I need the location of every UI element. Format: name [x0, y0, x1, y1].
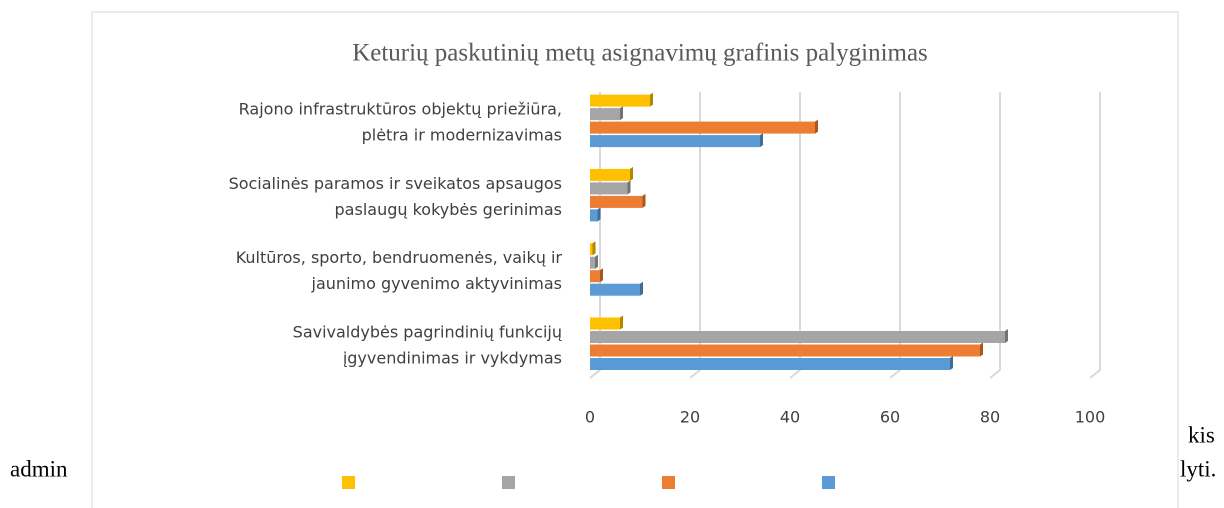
x-tick-label: 80 [980, 408, 1000, 427]
bar-side [815, 119, 818, 134]
bar [590, 331, 1005, 343]
category-label: jaunimo gyvenimo aktyvinimas [311, 274, 562, 293]
x-tick-label: 100 [1075, 408, 1106, 427]
bar-side [595, 254, 598, 269]
chart-title: Keturių paskutinių metų asignavimų grafi… [352, 40, 928, 67]
category-label: Savivaldybės pagrindinių funkcijų [293, 323, 562, 342]
axis-line [589, 369, 601, 379]
bar [590, 209, 598, 222]
bar-side [630, 166, 633, 181]
legend-marker [822, 476, 835, 489]
category-label: Kultūros, sporto, bendruomenės, vaikų ir [236, 248, 563, 267]
bar [590, 195, 643, 208]
bar [590, 317, 620, 330]
bar-side [650, 92, 653, 107]
legend-marker [342, 476, 355, 489]
category-label: įgyvendinimas ir vykdymas [343, 349, 562, 368]
bar-side [600, 268, 603, 283]
bar [590, 344, 980, 357]
bar [590, 121, 815, 134]
bar [590, 243, 593, 256]
legend-marker [502, 476, 515, 489]
bar-side [980, 342, 983, 357]
bar [590, 108, 620, 121]
bar [590, 168, 630, 181]
grid-line [1089, 92, 1101, 379]
category-label: Rajono infrastruktūros objektų priežiūra… [239, 100, 562, 119]
category-label: paslaugų kokybės gerinimas [335, 200, 562, 219]
bar-side [620, 315, 623, 330]
bar [590, 182, 628, 195]
x-tick-label: 40 [780, 408, 800, 427]
bar-side [642, 193, 646, 208]
doc-text: admin [10, 456, 68, 481]
x-tick-label: 20 [680, 408, 700, 427]
x-tick-label: 60 [880, 408, 900, 427]
x-tick-label: 0 [585, 408, 595, 427]
bar [590, 283, 640, 296]
bar [590, 94, 650, 107]
bar-side [1005, 329, 1008, 343]
bar-side [760, 133, 763, 148]
bar [590, 135, 760, 148]
bar-side [597, 207, 601, 222]
bar-side [640, 281, 643, 296]
bar-side [627, 180, 631, 195]
bar-side [592, 241, 596, 256]
category-label: Socialinės paramos ir sveikatos apsaugos [229, 174, 562, 193]
grid-line [989, 92, 1001, 379]
bar-side [620, 106, 623, 121]
category-label: plėtra ir modernizavimas [362, 126, 562, 145]
legend-marker [662, 476, 675, 489]
bar [590, 256, 595, 269]
bar [590, 358, 950, 370]
bar [590, 270, 600, 283]
doc-text: kis [1188, 422, 1215, 447]
bar-side [950, 356, 953, 370]
doc-text: lyti. [1180, 456, 1216, 481]
